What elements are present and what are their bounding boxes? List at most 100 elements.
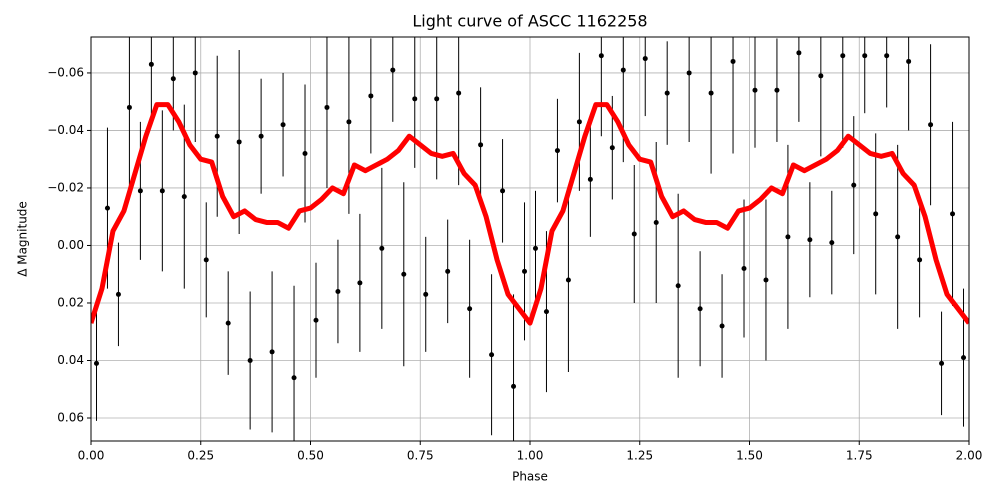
data-point xyxy=(565,277,571,283)
data-point xyxy=(247,357,253,363)
data-point xyxy=(631,231,637,237)
data-point xyxy=(104,205,110,211)
x-tick-label: 0.50 xyxy=(297,449,324,463)
data-point xyxy=(115,291,121,297)
data-point xyxy=(225,320,231,326)
data-point xyxy=(873,211,879,217)
data-point xyxy=(807,237,813,243)
data-point xyxy=(598,53,604,59)
data-point xyxy=(785,234,791,240)
data-point xyxy=(741,265,747,271)
x-tick-label: 1.00 xyxy=(517,449,544,463)
x-tick-label: 2.00 xyxy=(956,449,983,463)
x-tick-label: 1.50 xyxy=(736,449,763,463)
plot-area xyxy=(91,37,969,441)
y-tick-label: −0.02 xyxy=(47,180,84,194)
data-point xyxy=(862,53,868,59)
data-point xyxy=(456,90,462,96)
y-tick-label: 0.02 xyxy=(57,295,84,309)
data-point xyxy=(236,139,242,145)
data-point xyxy=(313,317,319,323)
data-point xyxy=(620,67,626,73)
y-tick-label: 0.06 xyxy=(57,410,84,424)
data-point xyxy=(291,375,297,381)
data-point xyxy=(368,93,374,99)
data-point xyxy=(664,90,670,96)
data-point xyxy=(609,145,615,151)
axes: 0.00 0.25 0.50 0.75 1.00 1.25 1.50 1.75 2.00 −0.0… xyxy=(47,65,982,462)
data-point xyxy=(796,50,802,56)
data-point xyxy=(587,176,593,182)
data-point xyxy=(697,306,703,312)
data-point xyxy=(554,148,560,154)
data-point xyxy=(181,194,187,200)
y-tick-label: 0.00 xyxy=(57,238,84,252)
data-point xyxy=(851,182,857,188)
data-point xyxy=(357,280,363,286)
data-point xyxy=(170,76,176,82)
data-point xyxy=(159,188,165,194)
data-point xyxy=(840,53,846,59)
data-point xyxy=(961,355,967,361)
data-point xyxy=(137,188,143,194)
data-point xyxy=(412,96,418,102)
data-point xyxy=(752,87,758,93)
x-axis-label: Phase xyxy=(512,470,548,484)
data-point xyxy=(93,360,99,366)
data-point xyxy=(269,349,275,355)
data-point xyxy=(774,87,780,93)
data-point xyxy=(928,122,934,128)
data-point xyxy=(511,383,517,389)
data-point xyxy=(500,188,506,194)
data-point xyxy=(467,306,473,312)
data-point xyxy=(686,70,692,76)
data-point xyxy=(917,257,923,263)
data-point xyxy=(708,90,714,96)
data-point xyxy=(906,58,912,64)
data-point xyxy=(258,133,264,139)
x-tick-label: 0.25 xyxy=(187,449,214,463)
data-point xyxy=(884,53,890,59)
y-tick-label: 0.04 xyxy=(57,353,84,367)
x-tick-label: 0.00 xyxy=(78,449,105,463)
data-point xyxy=(543,309,549,315)
data-point xyxy=(192,70,198,76)
data-point xyxy=(401,271,407,277)
data-point xyxy=(126,104,132,110)
y-tick-label: −0.04 xyxy=(47,123,84,137)
x-tick-label: 0.75 xyxy=(407,449,434,463)
data-point xyxy=(522,268,528,274)
grid xyxy=(90,37,970,441)
data-point xyxy=(653,219,659,225)
data-point xyxy=(379,245,385,251)
data-point xyxy=(642,56,648,62)
data-point xyxy=(148,61,154,67)
data-point xyxy=(214,133,220,139)
trend-line xyxy=(91,102,969,326)
x-tick-label: 1.25 xyxy=(626,449,653,463)
data-point xyxy=(763,277,769,283)
data-point xyxy=(280,122,286,128)
data-point xyxy=(478,142,484,148)
data-point xyxy=(489,352,495,358)
data-point xyxy=(818,73,824,79)
data-point xyxy=(950,211,956,217)
data-point xyxy=(203,257,209,263)
data-point xyxy=(719,323,725,329)
data-point xyxy=(324,104,330,110)
data-point xyxy=(532,245,538,251)
data-point xyxy=(434,96,440,102)
chart-title: Light curve of ASCC 1162258 xyxy=(412,12,647,31)
data-point xyxy=(445,268,451,274)
data-point xyxy=(895,234,901,240)
data-point xyxy=(302,150,308,156)
data-point xyxy=(939,360,945,366)
data-point xyxy=(390,67,396,73)
data-point xyxy=(335,288,341,294)
y-tick-label: −0.06 xyxy=(47,65,84,79)
data-point xyxy=(829,240,835,246)
data-point xyxy=(675,283,681,289)
y-axis-label: Δ Magnitude xyxy=(16,201,30,277)
data-point xyxy=(576,119,582,125)
